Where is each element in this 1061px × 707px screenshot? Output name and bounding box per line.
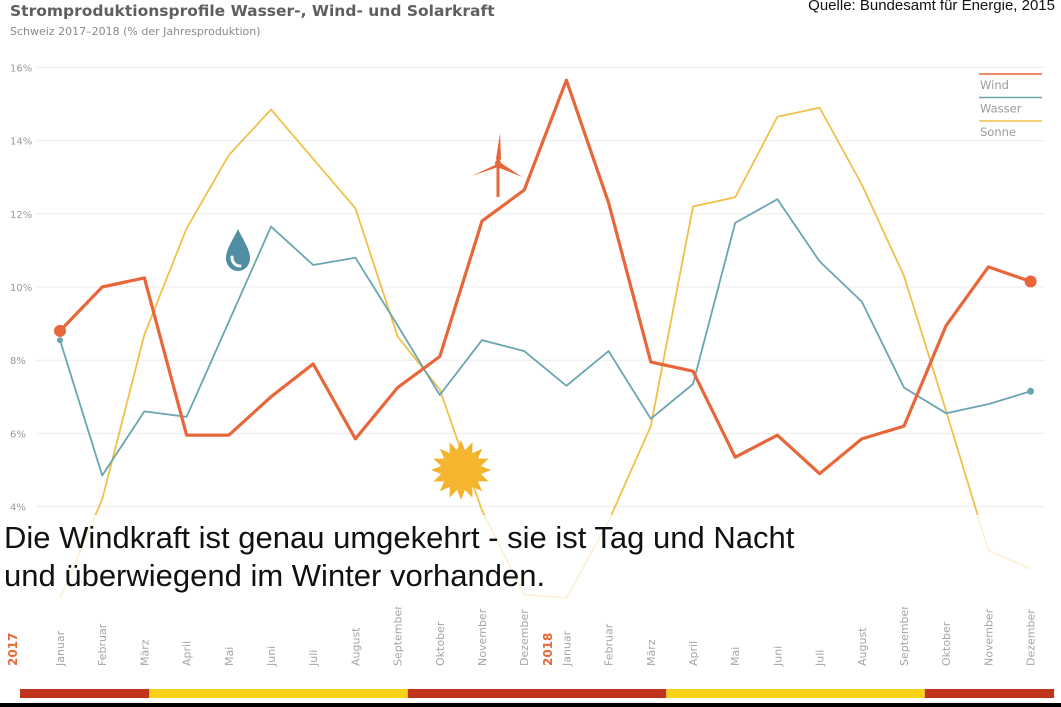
wind-turbine-icon bbox=[472, 133, 522, 197]
legend-label-wasser: Wasser bbox=[980, 102, 1022, 116]
season-segment bbox=[924, 689, 1055, 698]
x-tick-label: Oktober bbox=[434, 621, 447, 666]
x-tick-label: Mai bbox=[729, 647, 742, 666]
y-tick-label: 12% bbox=[10, 210, 32, 221]
x-tick-label: September bbox=[898, 605, 911, 666]
y-tick-label: 8% bbox=[10, 356, 26, 367]
chart-title: Stromproduktionsprofile Wasser-, Wind- u… bbox=[10, 2, 495, 20]
x-tick-label: Januar bbox=[54, 630, 67, 667]
series-line-wind bbox=[58, 78, 1032, 476]
legend-label-sonne: Sonne bbox=[980, 125, 1016, 139]
slide-caption: Die Windkraft ist genau umgekehrt - sie … bbox=[4, 519, 1044, 595]
grid-lines bbox=[36, 66, 1045, 508]
legend-label-wind: Wind bbox=[980, 78, 1009, 92]
y-tick-label: 16% bbox=[10, 63, 32, 74]
season-segment bbox=[149, 689, 408, 698]
caption-backdrop bbox=[0, 515, 1061, 607]
season-segment bbox=[666, 689, 925, 698]
year-label: 2017 bbox=[6, 633, 20, 666]
season-bar bbox=[0, 689, 1061, 707]
water-start-marker bbox=[57, 337, 63, 344]
y-tick-label: 14% bbox=[10, 137, 32, 148]
x-tick-label: Oktober bbox=[940, 621, 953, 666]
x-tick-label: Januar bbox=[560, 630, 573, 667]
x-tick-label: November bbox=[982, 608, 995, 666]
x-tick-label: August bbox=[349, 627, 362, 666]
season-segment bbox=[20, 689, 150, 698]
legend: Wind Wasser Sonne bbox=[979, 73, 1042, 139]
x-tick-label: Juni bbox=[771, 646, 784, 667]
x-tick-label: Mai bbox=[223, 647, 236, 666]
bottom-edge bbox=[0, 703, 1061, 707]
season-segment bbox=[407, 689, 667, 698]
x-tick-label: August bbox=[856, 627, 869, 666]
water-drop-icon bbox=[226, 229, 250, 271]
x-tick-label: Juli bbox=[307, 650, 320, 667]
x-tick-label: Dezember bbox=[1025, 609, 1038, 666]
y-tick-label: 10% bbox=[10, 283, 32, 294]
series-line-wasser bbox=[59, 198, 1031, 477]
x-tick-label: März bbox=[645, 639, 658, 666]
y-tick-label: 4% bbox=[10, 503, 26, 514]
chart-subtitle: Schweiz 2017–2018 (% der Jahresproduktio… bbox=[10, 25, 261, 38]
year-label: 2018 bbox=[541, 633, 555, 666]
sun-icon bbox=[431, 440, 491, 500]
source-note: Quelle: Bundesamt für Energie, 2015 bbox=[808, 0, 1055, 14]
y-tick-label: 6% bbox=[10, 429, 26, 440]
caption-line-1: Die Windkraft ist genau umgekehrt - sie … bbox=[4, 520, 795, 555]
caption-line-2: und überwiegend im Winter vorhanden. bbox=[4, 558, 546, 593]
x-tick-label: Dezember bbox=[518, 609, 531, 666]
wind-end-marker bbox=[1024, 275, 1037, 288]
x-tick-label: Februar bbox=[603, 623, 616, 666]
x-tick-label: März bbox=[138, 639, 151, 666]
x-tick-label: November bbox=[476, 608, 489, 666]
x-axis-labels: Januar Februar März April Mai Juni Juli August S… bbox=[6, 605, 1038, 667]
wind-start-marker bbox=[54, 324, 66, 337]
x-tick-label: September bbox=[392, 605, 405, 666]
x-tick-label: Juni bbox=[265, 646, 278, 667]
x-tick-label: April bbox=[687, 641, 700, 666]
x-tick-label: Juli bbox=[814, 650, 827, 667]
y-axis-ticks: 4% 6% 8% 10% 12% 14% 16% bbox=[10, 63, 32, 513]
water-end-marker bbox=[1027, 387, 1035, 395]
x-tick-label: April bbox=[181, 641, 194, 666]
x-tick-label: Februar bbox=[96, 623, 109, 666]
